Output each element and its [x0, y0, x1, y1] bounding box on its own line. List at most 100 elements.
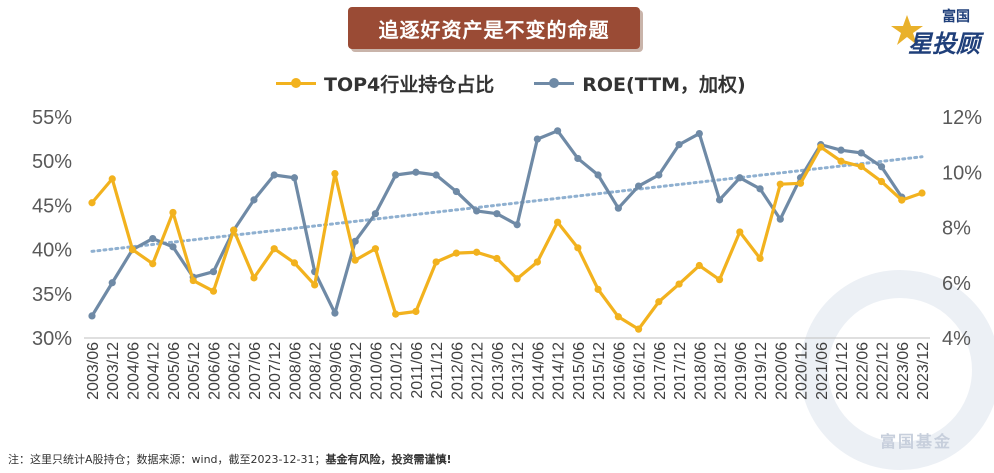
data-point-top4 [817, 143, 825, 151]
x-tick-label: 2015/06 [571, 342, 588, 400]
data-point-top4 [594, 285, 602, 293]
data-point-top4 [392, 310, 400, 318]
x-tick-label: 2014/06 [530, 342, 547, 400]
legend-swatch-roe [534, 76, 575, 90]
x-tick-label: 2017/06 [652, 342, 669, 400]
data-point-top4 [513, 275, 521, 283]
y-right-tick-label: 12% [942, 107, 982, 129]
x-tick-label: 2016/06 [611, 342, 628, 400]
trendline [90, 155, 924, 253]
x-tick-label: 2012/12 [470, 342, 487, 400]
data-point-top4 [493, 254, 501, 263]
x-tick-label: 2022/12 [875, 342, 892, 400]
data-point-roe [533, 135, 541, 143]
data-point-roe [715, 196, 724, 204]
data-point-roe [554, 127, 562, 135]
data-point-top4 [695, 261, 703, 270]
legend-label-top4: TOP4行业持仓占比 [324, 73, 495, 96]
footnote-risk-warning: 基金有风险，投资需谨慎! [325, 453, 452, 466]
data-point-roe [209, 268, 218, 276]
data-point-top4 [108, 175, 116, 183]
watermark-text: 富国基金 [880, 432, 953, 451]
x-tick-label: 2023/12 [915, 342, 932, 400]
x-tick-label: 2004/12 [146, 342, 163, 400]
data-point-roe [88, 312, 96, 320]
data-point-top4 [169, 208, 177, 217]
data-point-top4 [776, 180, 784, 188]
x-tick-label: 2015/12 [591, 342, 608, 400]
data-point-top4 [634, 325, 643, 333]
data-point-roe [513, 221, 521, 229]
data-point-roe [493, 210, 501, 218]
data-point-roe [108, 279, 116, 287]
data-point-top4 [149, 260, 157, 268]
x-tick-label: 2019/12 [753, 342, 770, 400]
data-point-top4 [311, 281, 319, 289]
legend-label-roe: ROE(TTM，加权) [582, 73, 746, 96]
data-point-top4 [857, 162, 865, 171]
x-tick-label: 2009/06 [328, 342, 345, 400]
legend-item-top4: TOP4行业持仓占比 [276, 70, 494, 97]
logo-top-text: 富国 [942, 9, 970, 25]
y-right-tick-label: 4% [942, 328, 971, 350]
data-point-roe [837, 146, 845, 154]
data-point-roe [594, 171, 602, 179]
x-tick-label: 2005/06 [166, 342, 183, 400]
data-point-roe [452, 187, 460, 196]
x-tick-label: 2016/12 [632, 342, 649, 400]
x-tick-label: 2007/06 [247, 342, 264, 400]
x-tick-label: 2003/06 [85, 342, 102, 400]
x-tick-label: 2013/12 [510, 342, 527, 400]
x-tick-label: 2003/12 [105, 342, 122, 400]
x-tick-label: 2004/06 [125, 342, 142, 400]
data-point-roe [614, 204, 622, 212]
data-point-top4 [533, 258, 541, 266]
x-tick-label: 2023/06 [895, 342, 912, 400]
data-point-top4 [756, 254, 764, 263]
legend-swatch-top4 [276, 76, 316, 90]
data-point-roe [371, 210, 380, 218]
data-point-top4 [412, 307, 420, 316]
data-point-top4 [189, 276, 197, 285]
data-point-roe [412, 168, 420, 176]
y-left-tick-label: 45% [32, 195, 72, 217]
x-tick-label: 2020/12 [794, 342, 811, 400]
data-point-top4 [736, 228, 744, 236]
data-point-roe [675, 141, 683, 149]
data-point-top4 [371, 245, 380, 253]
y-left-tick-label: 30% [32, 328, 72, 350]
data-point-roe [473, 207, 481, 215]
data-point-roe [756, 185, 764, 193]
data-point-top4 [452, 249, 460, 257]
y-right-tick-label: 10% [942, 162, 982, 184]
data-point-top4 [331, 169, 339, 178]
x-tick-label: 2022/06 [854, 342, 871, 400]
data-point-roe [392, 171, 400, 179]
data-point-roe [857, 149, 865, 157]
x-tick-label: 2008/12 [308, 342, 325, 400]
x-tick-label: 2021/06 [814, 342, 831, 400]
data-point-top4 [898, 196, 906, 204]
x-tick-label: 2021/12 [834, 342, 851, 400]
data-point-top4 [432, 258, 440, 266]
x-tick-label: 2008/06 [287, 342, 304, 400]
data-point-top4 [250, 274, 258, 282]
data-point-roe [432, 171, 440, 179]
data-point-roe [736, 174, 744, 182]
y-right-tick-label: 8% [942, 218, 971, 240]
brand-logo: 富国 星投顾 [888, 4, 984, 64]
data-point-roe [574, 154, 582, 163]
footnote-text: 注：这里只统计A股持仓；数据来源：wind，截至2023-12-31； [8, 453, 326, 466]
data-point-top4 [351, 256, 359, 264]
x-tick-label: 2011/12 [429, 342, 446, 399]
data-point-top4 [715, 276, 724, 284]
data-point-roe [290, 174, 299, 182]
data-point-roe [331, 309, 339, 317]
x-tick-label: 2005/12 [186, 342, 203, 400]
data-point-top4 [554, 218, 562, 226]
logo-main-text: 星投顾 [908, 30, 980, 58]
x-tick-label: 2007/12 [267, 342, 284, 400]
data-point-top4 [796, 179, 805, 187]
data-point-top4 [837, 157, 845, 165]
